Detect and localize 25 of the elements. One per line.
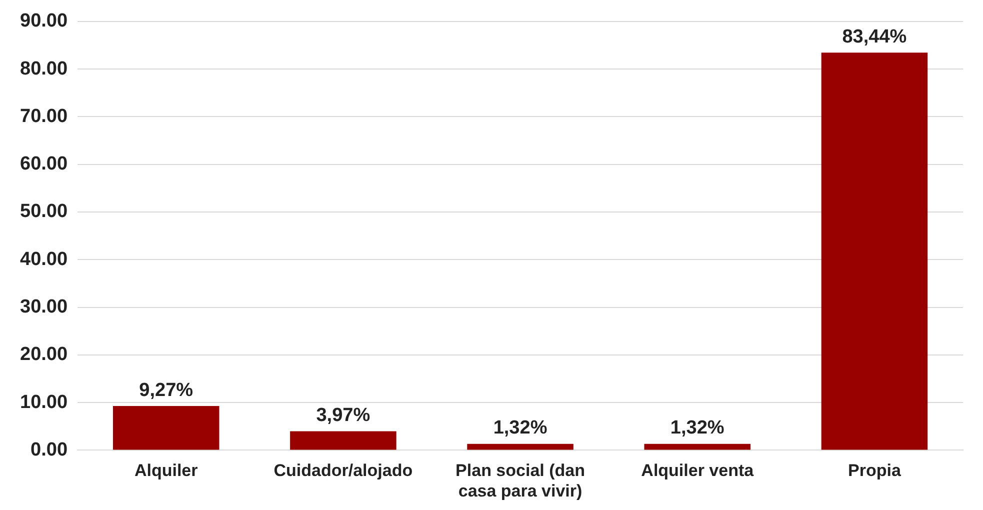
y-tick-label: 30.00 — [20, 296, 68, 318]
bar — [467, 444, 574, 450]
bar — [290, 431, 396, 450]
y-tick-label: 40.00 — [20, 248, 68, 270]
x-tick-label: Alquiler — [134, 461, 198, 480]
data-label: 83,44% — [842, 26, 907, 48]
bar — [821, 52, 928, 450]
y-tick-label: 60.00 — [20, 154, 68, 175]
x-tick-label: Cuidador/alojado — [274, 461, 413, 480]
data-label: 1,32% — [493, 418, 548, 439]
x-tick-label: Propia — [848, 461, 902, 480]
y-tick-label: 0.00 — [30, 439, 68, 460]
bar — [644, 444, 750, 450]
x-tick-label: Alquiler venta — [641, 461, 754, 480]
y-tick-label: 70.00 — [20, 106, 68, 127]
y-tick-label: 20.00 — [20, 344, 68, 366]
y-tick-label: 50.00 — [20, 201, 68, 222]
bar — [112, 406, 220, 450]
y-tick-label: 10.00 — [20, 392, 68, 413]
data-label: 9,27% — [139, 380, 194, 401]
y-tick-label: 90.00 — [20, 10, 68, 32]
y-tick-label: 80.00 — [20, 58, 68, 80]
data-label: 1,32% — [670, 418, 724, 439]
data-label: 3,97% — [316, 405, 370, 426]
x-tick-label: Plan social (dan casa para vivir) — [456, 461, 585, 500]
